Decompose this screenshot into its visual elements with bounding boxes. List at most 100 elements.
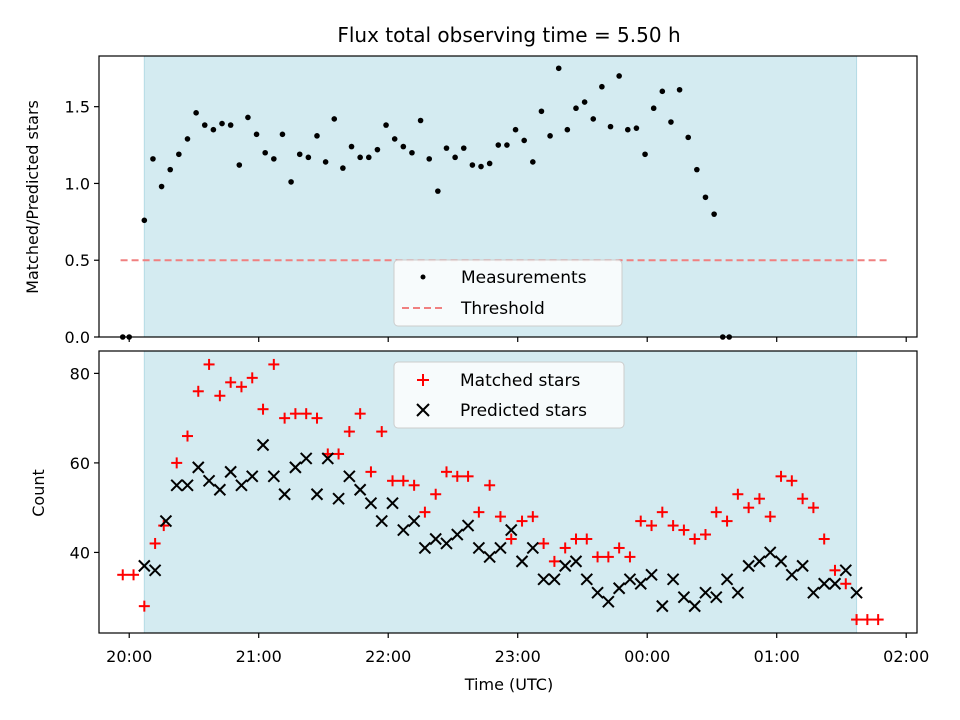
top-y-tick-label: 0.0 [65,328,90,347]
predicted-star-point [505,523,518,537]
measurement-point [573,105,579,112]
predicted-star-point [785,568,799,582]
measurement-point [331,116,338,122]
matched-star-point [548,555,560,567]
predicted-star-point [656,599,669,613]
predicted-star-point [181,479,194,492]
matched-star-point [840,578,852,590]
predicted-star-point [267,470,281,483]
matched-star-point [387,475,399,487]
predicted-star-point [353,483,367,496]
matched-star-point [333,448,345,460]
matched-star-point [376,426,388,438]
measurement-point [245,114,251,121]
x-tick-label: 21:00 [236,647,282,666]
matched-star-point [861,614,873,626]
bottom-y-tick-label: 60 [70,454,90,473]
matched-star-point [743,502,755,514]
measurement-point [279,131,286,138]
matched-star-point [181,430,193,442]
predicted-star-point [451,528,464,541]
matched-star-point [462,470,474,482]
measurement-point [193,110,199,116]
predicted-star-point [170,479,183,492]
predicted-star-point [817,577,831,590]
bottom-y-ticks: 40 60 80 [70,364,99,562]
measurement-point [219,120,225,127]
top-legend: Measurements Threshold [393,259,623,327]
matched-star-point [635,515,647,527]
measurement-point [633,125,640,131]
x-axis-label: Time (UTC) [464,675,553,694]
measurement-point [201,122,208,128]
predicted-star-point [634,577,647,590]
predicted-star-point [148,564,162,577]
measurement-point [521,137,527,144]
matched-star-point [872,614,884,626]
measurement-point [452,154,458,161]
matched-star-point [592,551,604,563]
predicted-star-point [753,555,766,568]
predicted-star-point [386,496,399,510]
matched-star-point [624,551,636,563]
predicted-star-point [192,461,205,474]
measurement-point [581,99,588,105]
matched-star-point [440,466,452,478]
measurement-point [409,149,415,156]
matched-star-point [527,511,539,523]
predicted-star-point [418,541,432,555]
matched-star-point [149,537,161,549]
matched-star-point [613,542,625,554]
predicted-star-point [591,586,604,599]
x-tick-label: 00:00 [624,647,670,666]
matched-star-point [570,533,582,545]
predicted-star-point [688,599,701,613]
matched-star-point [689,533,701,545]
matched-star-point [343,426,355,438]
predicted-star-point [397,523,410,537]
matched-star-point [538,537,550,549]
measurement-point [158,183,165,190]
matched-star-point [451,470,463,482]
predicted-star-point [515,555,529,568]
predicted-star-point [612,582,626,595]
measurement-point [141,217,148,224]
matched-star-point [300,408,312,420]
matched-star-point [203,358,215,370]
measurement-point [443,145,450,151]
predicted-star-point [429,532,442,546]
measurement-point [357,154,363,161]
bottom-legend: Matched stars Predicted stars [393,361,625,429]
bottom-y-axis-label: Count [29,469,48,517]
predicted-star-point [677,590,691,604]
matched-star-point [408,479,420,491]
predicted-star-point [235,479,248,492]
measurement-point [150,156,156,162]
bottom-plot-frame [98,350,918,634]
predicted-star-point [332,492,345,505]
measurement-point [495,142,502,148]
x-tick-label: 22:00 [365,647,411,666]
predicted-star-point [666,573,680,586]
matched-star-point [279,412,291,424]
matched-star-point [807,502,819,514]
matched-star-point [559,542,571,554]
predicted-star-point [796,559,809,573]
measurement-point [426,156,433,162]
matched-star-point [117,569,129,581]
matched-star-point [235,381,247,393]
matched-star-point [732,488,744,500]
measurement-point [210,126,217,133]
measurement-point [504,142,510,148]
predicted-star-point [764,546,777,559]
predicted-star-point [828,577,842,590]
top-panel: 0.0 0.5 1.0 1.5 Matched/Predicted stars Mea… [23,55,918,347]
predicted-star-point [602,595,615,608]
predicted-star-point [720,573,734,586]
top-series [119,65,889,340]
predicted-star-point [526,541,540,555]
predicted-star-point [246,470,259,483]
predicted-star-point [850,586,863,599]
predicted-star-point [537,573,550,586]
